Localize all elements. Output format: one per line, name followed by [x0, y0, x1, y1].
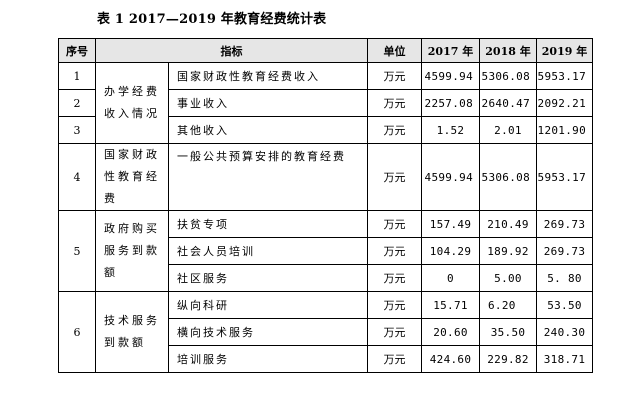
value-2018: 189.92	[479, 237, 537, 265]
value-2018: 6.20	[479, 291, 537, 319]
header-indicator: 指标	[95, 38, 368, 63]
unit-cell: 万元	[367, 291, 422, 319]
header-row: 序号 指标 单位 2017 年 2018 年 2019 年	[58, 38, 593, 63]
table-row: 2 事业收入 万元 2257.08 2640.47 2092.21	[58, 89, 593, 117]
unit-cell: 万元	[367, 116, 422, 144]
value-2017: 15.71	[421, 291, 480, 319]
value-2019: 5953.17	[536, 62, 593, 90]
value-2017: 1.52	[421, 116, 480, 144]
header-2018: 2018 年	[479, 38, 537, 63]
value-2018: 229.82	[479, 345, 537, 373]
value-2019: 2092.21	[536, 89, 593, 117]
category-cell: 办学经费收入情况	[95, 62, 169, 144]
value-2019: 269.73	[536, 237, 593, 265]
item-cell: 扶贫专项	[168, 210, 368, 238]
unit-cell: 万元	[367, 345, 422, 373]
table-row: 5 政府购买服务到款额 扶贫专项 万元 157.49 210.49 269.73	[58, 210, 593, 292]
unit-cell: 万元	[367, 210, 422, 238]
value-2019: 269.73	[536, 210, 593, 238]
value-2017: 4599.94	[421, 62, 480, 90]
value-2019: 240.30	[536, 318, 593, 346]
category-cell: 技术服务到款额	[95, 291, 169, 373]
table-row: 社区服务 万元 0 5.00 5. 80	[59, 264, 593, 292]
table-row: 4 国家财政性教育经费 一般公共预算安排的教育经费 万元 4599.94 530…	[58, 143, 593, 211]
item-cell: 社会人员培训	[168, 237, 368, 265]
item-cell: 社区服务	[168, 264, 368, 292]
value-2017: 157.49	[421, 210, 480, 238]
value-2017: 0	[421, 264, 480, 292]
value-2019: 1201.90	[536, 116, 593, 144]
value-2017: 4599.94	[421, 143, 480, 211]
education-funding-table: 序号 指标 单位 2017 年 2018 年 2019 年 1 办学经费收入情况…	[58, 38, 593, 373]
item-cell: 国家财政性教育经费收入	[168, 62, 368, 90]
item-cell: 其他收入	[168, 116, 368, 144]
value-2017: 104.29	[421, 237, 480, 265]
table-caption: 表 1 2017—2019 年教育经费统计表	[97, 12, 327, 27]
seq-cell: 3	[58, 116, 96, 144]
item-cell: 培训服务	[168, 345, 368, 373]
value-2019: 53.50	[536, 291, 593, 319]
seq-cell: 6	[58, 291, 96, 373]
unit-cell: 万元	[367, 264, 422, 292]
unit-cell: 万元	[367, 143, 422, 211]
unit-cell: 万元	[367, 237, 422, 265]
item-cell: 纵向科研	[168, 291, 368, 319]
seq-cell: 5	[58, 210, 96, 292]
value-2017: 2257.08	[421, 89, 480, 117]
table-row: 1 办学经费收入情况 国家财政性教育经费收入 万元 4599.94 5306.0…	[58, 62, 593, 144]
value-2018: 5.00	[479, 264, 537, 292]
value-2018: 210.49	[479, 210, 537, 238]
header-unit: 单位	[367, 38, 422, 63]
item-cell: 事业收入	[168, 89, 368, 117]
item-cell: 横向技术服务	[168, 318, 368, 346]
value-2019: 318.71	[536, 345, 593, 373]
value-2018: 5306.08	[479, 62, 537, 90]
seq-cell: 4	[58, 143, 96, 211]
item-cell: 一般公共预算安排的教育经费	[168, 143, 368, 211]
value-2019: 5. 80	[536, 264, 593, 292]
category-cell: 国家财政性教育经费	[95, 143, 169, 211]
unit-cell: 万元	[367, 62, 422, 90]
table-row: 3 其他收入 万元 1.52 2.01 1201.90	[58, 116, 593, 144]
category-cell: 政府购买服务到款额	[95, 210, 169, 292]
unit-cell: 万元	[367, 89, 422, 117]
header-seq: 序号	[58, 38, 96, 63]
value-2018: 35.50	[479, 318, 537, 346]
header-2017: 2017 年	[421, 38, 480, 63]
table-row: 培训服务 万元 424.60 229.82 318.71	[59, 345, 593, 373]
value-2019: 5953.17	[536, 143, 593, 211]
header-2019: 2019 年	[536, 38, 593, 63]
value-2018: 2.01	[479, 116, 537, 144]
value-2018: 2640.47	[479, 89, 537, 117]
table-row: 6 技术服务到款额 纵向科研 万元 15.71 6.20 53.50	[58, 291, 593, 373]
seq-cell: 1	[58, 62, 96, 90]
seq-cell: 2	[58, 89, 96, 117]
value-2018: 5306.08	[479, 143, 537, 211]
value-2017: 424.60	[421, 345, 480, 373]
unit-cell: 万元	[367, 318, 422, 346]
value-2017: 20.60	[421, 318, 480, 346]
